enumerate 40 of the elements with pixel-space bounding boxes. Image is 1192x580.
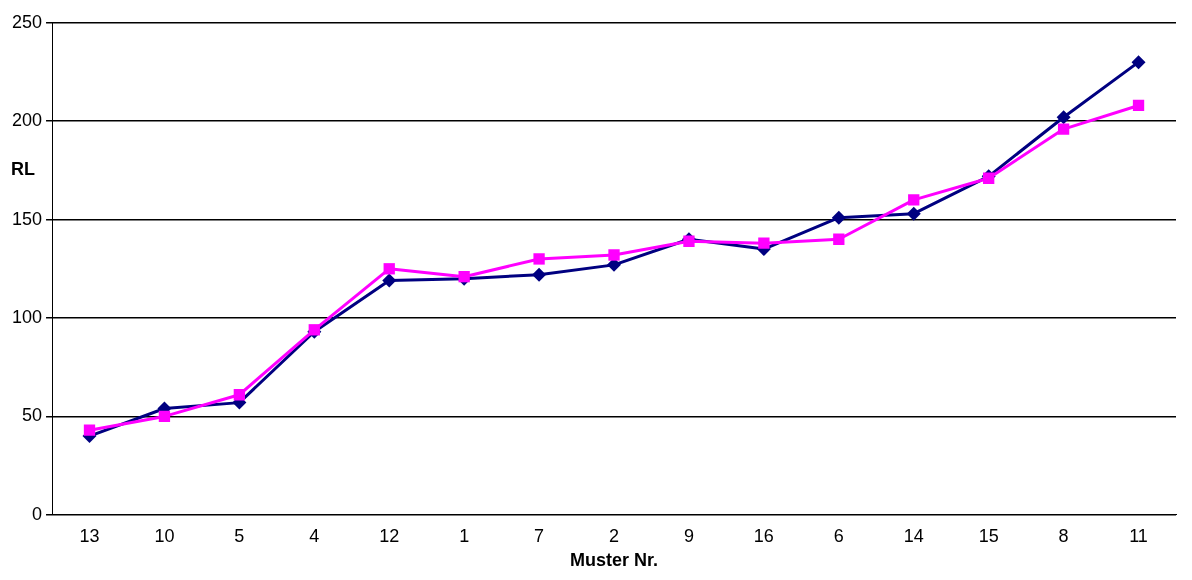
x-tick-label: 12: [379, 525, 400, 546]
x-tick-label: 13: [79, 525, 100, 546]
x-tick-label: 4: [309, 525, 320, 546]
point: [1131, 55, 1146, 70]
point: [1056, 110, 1071, 125]
y-tick-label: 0: [32, 503, 43, 524]
point: [758, 237, 770, 249]
point: [608, 249, 620, 261]
point: [1057, 123, 1070, 135]
x-tick-label: 8: [1058, 525, 1069, 546]
point: [908, 194, 920, 206]
x-tick-label: 16: [753, 525, 774, 546]
point: [382, 273, 397, 288]
x-axis-title: Muster Nr.: [570, 550, 659, 571]
x-tick-label: 2: [609, 525, 620, 546]
point: [532, 267, 547, 282]
point: [158, 410, 171, 423]
x-tick-label: 6: [833, 525, 844, 546]
point: [233, 389, 246, 401]
x-tick-label: 5: [234, 525, 245, 546]
x-tick-label: 14: [903, 525, 924, 546]
point: [906, 206, 921, 221]
point: [831, 210, 846, 225]
x-tick-label: 7: [534, 525, 545, 546]
point: [833, 233, 845, 245]
point: [1132, 99, 1145, 112]
y-tick-label: 200: [11, 110, 43, 131]
x-tick-label: 11: [1129, 525, 1148, 546]
x-tick-label: 15: [978, 525, 999, 546]
y-tick-label: 150: [11, 208, 43, 229]
y-tick-label: 50: [22, 405, 43, 426]
y-tick-label: 250: [11, 11, 43, 32]
x-tick-label: 1: [459, 525, 470, 546]
y-tick-label: 100: [11, 306, 43, 327]
y-axis-title: RL: [11, 159, 35, 180]
x-tick-label: 10: [154, 525, 175, 546]
x-tick-label: 9: [683, 525, 694, 546]
point: [533, 253, 545, 265]
point: [383, 263, 395, 275]
point: [83, 424, 96, 436]
